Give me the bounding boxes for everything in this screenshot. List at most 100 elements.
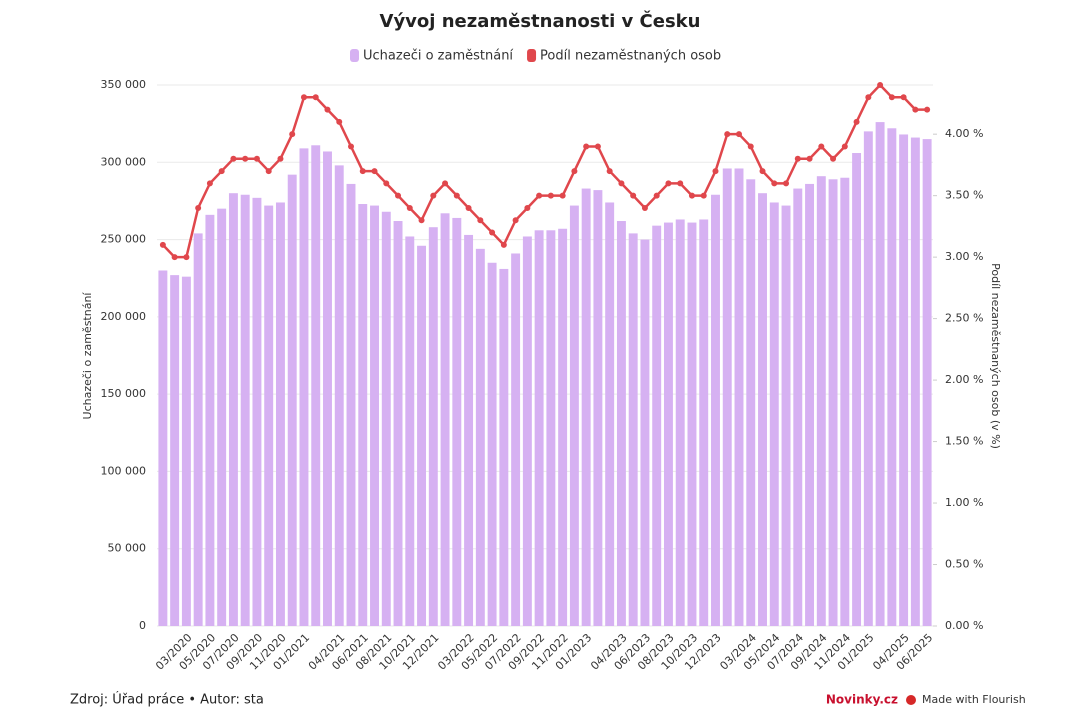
bar [452, 217, 462, 626]
bar [428, 227, 438, 626]
bar [499, 268, 509, 626]
line-point [688, 192, 695, 199]
bar [852, 153, 862, 627]
bar [628, 233, 638, 627]
line-point [395, 192, 402, 199]
bar [370, 205, 379, 626]
line-point [383, 180, 390, 187]
bar [569, 205, 579, 626]
line-point [771, 180, 778, 187]
y2-tick-label: 1.50 % [945, 435, 983, 448]
line-point [406, 204, 413, 211]
line-point [253, 155, 260, 162]
line-point [183, 254, 190, 261]
y2-axis-title: Podíl nezaměstnaných osob (v %) [989, 263, 1002, 449]
bar [675, 219, 685, 626]
y2-tick-label: 4.00 % [945, 127, 983, 140]
line-point [312, 94, 319, 101]
line-point [877, 82, 884, 88]
line-point [547, 192, 554, 199]
line-point [230, 155, 237, 162]
bar [205, 214, 215, 626]
y2-tick-label: 0.00 % [945, 619, 983, 632]
y-tick-label: 300 000 [101, 155, 147, 168]
flourish-icon [906, 695, 916, 705]
line-point [783, 180, 790, 187]
bar [240, 194, 250, 626]
bar [311, 145, 321, 627]
line-point [583, 143, 590, 150]
line-point [806, 155, 813, 162]
bar [899, 134, 909, 626]
line-point [641, 204, 648, 211]
bar [769, 202, 779, 626]
line-point [630, 192, 637, 199]
bar [511, 253, 521, 627]
line-point [712, 168, 719, 175]
line-point [924, 106, 931, 113]
line-point [371, 168, 378, 175]
line-point [289, 131, 296, 138]
line-point [418, 217, 425, 224]
y-tick-label: 0 [139, 619, 146, 632]
line-point [430, 192, 437, 199]
bar [910, 137, 920, 626]
bar [534, 230, 544, 626]
line-point [594, 143, 601, 150]
line-point [841, 143, 848, 150]
bar [875, 122, 885, 627]
y2-tick-label: 3.00 % [945, 250, 983, 263]
bar [405, 236, 415, 627]
bar [699, 219, 709, 626]
y2-tick-label: 2.50 % [945, 312, 983, 325]
line-point [677, 180, 684, 187]
bar [275, 202, 285, 626]
line-point [159, 241, 166, 248]
bar [758, 193, 767, 626]
legend-label: Uchazeči o zaměstnání [363, 49, 513, 64]
line-point [512, 217, 519, 224]
bar [828, 179, 838, 626]
bar [522, 236, 532, 627]
line-point [500, 241, 507, 248]
line-point [195, 204, 202, 211]
line-point [665, 180, 672, 187]
line-point [747, 143, 754, 150]
line-point [324, 106, 331, 113]
bar [734, 168, 744, 626]
bar [181, 276, 191, 626]
line-point [912, 106, 919, 113]
y-tick-label: 200 000 [101, 310, 147, 323]
bar [805, 183, 815, 626]
line-point [242, 155, 249, 162]
y2-tick-label: 0.50 % [945, 558, 983, 571]
line-point [348, 143, 354, 150]
line-point [359, 168, 366, 175]
line-point [171, 254, 178, 261]
bar [605, 202, 615, 626]
bar [440, 213, 450, 626]
credit: Made with Flourish [922, 693, 1026, 706]
bar [264, 205, 274, 626]
line-point [465, 204, 472, 211]
line-point [830, 155, 837, 162]
bar [464, 234, 474, 627]
bar [722, 168, 732, 626]
bar [217, 208, 227, 626]
bar [558, 228, 568, 626]
line-point [724, 131, 731, 138]
line-point [606, 168, 613, 175]
bar [711, 194, 720, 626]
legend-swatch [350, 49, 359, 62]
y-tick-label: 100 000 [101, 464, 147, 477]
line-point [618, 180, 625, 187]
bar [323, 151, 332, 627]
line-point [818, 143, 825, 150]
line-point [300, 94, 307, 101]
bar [393, 221, 403, 626]
bar [616, 221, 626, 626]
bar [170, 275, 180, 626]
bar [793, 188, 803, 626]
bar [228, 193, 238, 626]
